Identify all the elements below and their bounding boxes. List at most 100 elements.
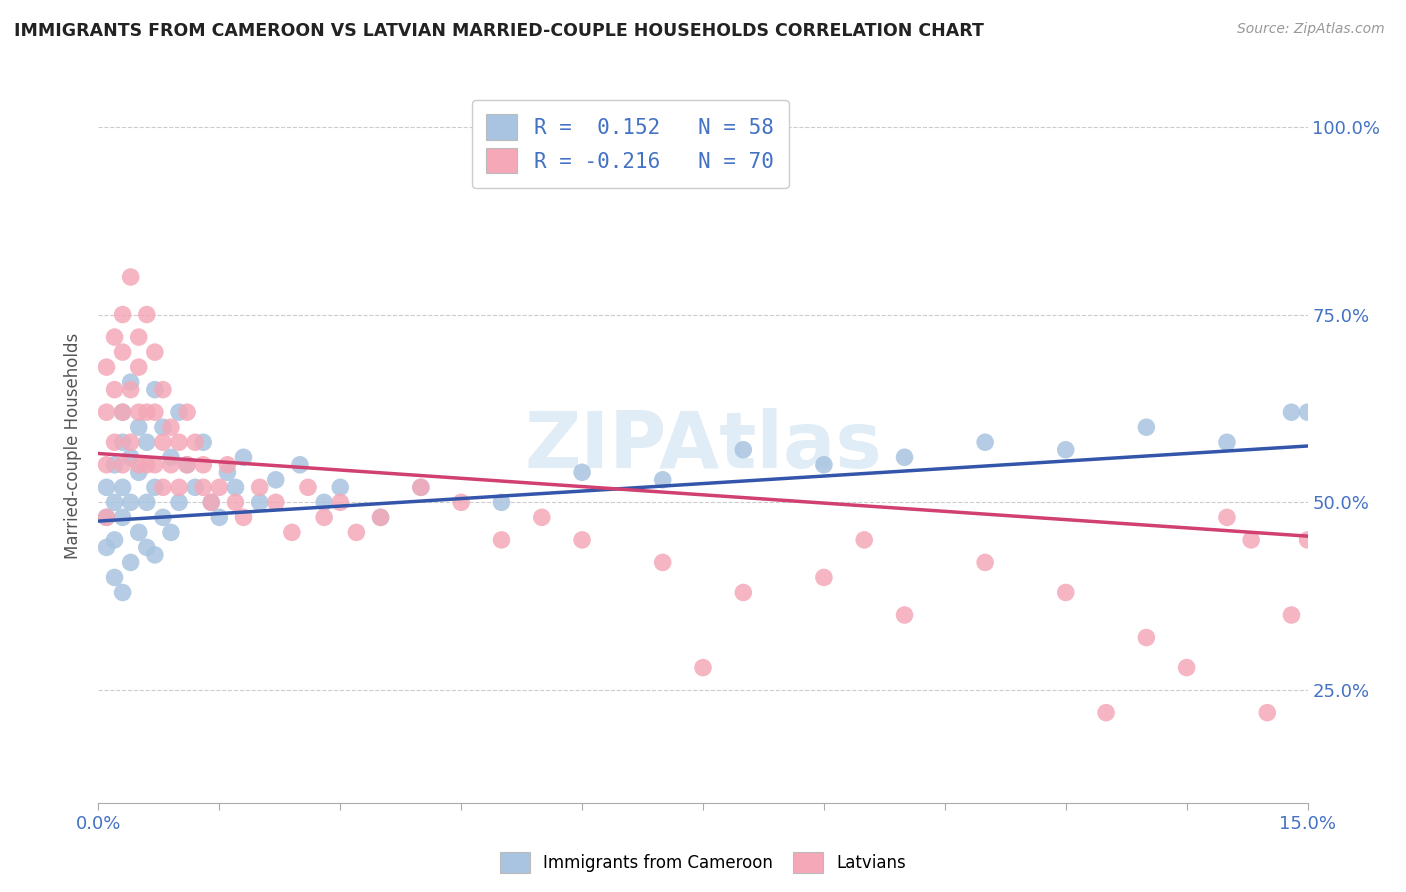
Point — [103, 458, 125, 472]
Point — [329, 480, 352, 494]
Point — [152, 480, 174, 494]
Point — [651, 556, 673, 570]
Point — [571, 465, 593, 479]
Point — [167, 495, 190, 509]
Point — [96, 541, 118, 555]
Point — [409, 480, 432, 494]
Point — [232, 450, 254, 465]
Point — [103, 435, 125, 450]
Point — [1256, 706, 1278, 720]
Point — [135, 541, 157, 555]
Point — [135, 405, 157, 419]
Point — [120, 435, 142, 450]
Point — [167, 480, 190, 494]
Point — [1240, 533, 1263, 547]
Point — [264, 495, 287, 509]
Legend: R =  0.152   N = 58, R = -0.216   N = 70: R = 0.152 N = 58, R = -0.216 N = 70 — [471, 100, 789, 188]
Point — [120, 495, 142, 509]
Point — [853, 533, 876, 547]
Point — [813, 458, 835, 472]
Point — [1281, 405, 1303, 419]
Point — [103, 495, 125, 509]
Point — [208, 480, 231, 494]
Point — [176, 405, 198, 419]
Point — [1281, 607, 1303, 622]
Point — [128, 465, 150, 479]
Point — [974, 556, 997, 570]
Point — [1054, 442, 1077, 457]
Point — [297, 480, 319, 494]
Point — [143, 458, 166, 472]
Legend: Immigrants from Cameroon, Latvians: Immigrants from Cameroon, Latvians — [494, 846, 912, 880]
Point — [1296, 533, 1319, 547]
Point — [111, 480, 134, 494]
Point — [692, 660, 714, 674]
Point — [450, 495, 472, 509]
Point — [160, 458, 183, 472]
Point — [208, 510, 231, 524]
Point — [217, 458, 239, 472]
Point — [176, 458, 198, 472]
Point — [96, 360, 118, 375]
Point — [288, 458, 311, 472]
Point — [184, 480, 207, 494]
Point — [160, 450, 183, 465]
Point — [224, 495, 246, 509]
Point — [217, 465, 239, 479]
Point — [111, 585, 134, 599]
Point — [128, 405, 150, 419]
Point — [193, 480, 215, 494]
Point — [224, 480, 246, 494]
Point — [314, 495, 336, 509]
Point — [370, 510, 392, 524]
Point — [530, 510, 553, 524]
Point — [160, 420, 183, 434]
Point — [96, 480, 118, 494]
Point — [152, 383, 174, 397]
Point — [1135, 420, 1157, 434]
Point — [167, 435, 190, 450]
Point — [103, 533, 125, 547]
Point — [1054, 585, 1077, 599]
Point — [128, 458, 150, 472]
Point — [893, 450, 915, 465]
Point — [1216, 510, 1239, 524]
Point — [193, 458, 215, 472]
Point — [111, 405, 134, 419]
Point — [111, 405, 134, 419]
Point — [1216, 435, 1239, 450]
Point — [135, 308, 157, 322]
Point — [120, 450, 142, 465]
Point — [111, 510, 134, 524]
Point — [103, 330, 125, 344]
Point — [135, 458, 157, 472]
Point — [491, 495, 513, 509]
Point — [143, 480, 166, 494]
Point — [120, 270, 142, 285]
Text: Source: ZipAtlas.com: Source: ZipAtlas.com — [1237, 22, 1385, 37]
Point — [1095, 706, 1118, 720]
Point — [143, 548, 166, 562]
Point — [128, 360, 150, 375]
Point — [120, 556, 142, 570]
Point — [370, 510, 392, 524]
Point — [167, 405, 190, 419]
Point — [96, 458, 118, 472]
Point — [651, 473, 673, 487]
Point — [974, 435, 997, 450]
Point — [893, 607, 915, 622]
Point — [96, 510, 118, 524]
Text: IMMIGRANTS FROM CAMEROON VS LATVIAN MARRIED-COUPLE HOUSEHOLDS CORRELATION CHART: IMMIGRANTS FROM CAMEROON VS LATVIAN MARR… — [14, 22, 984, 40]
Point — [200, 495, 222, 509]
Point — [96, 405, 118, 419]
Point — [120, 375, 142, 389]
Y-axis label: Married-couple Households: Married-couple Households — [65, 333, 83, 559]
Point — [143, 405, 166, 419]
Point — [176, 458, 198, 472]
Point — [160, 525, 183, 540]
Point — [249, 495, 271, 509]
Text: ZIPAtlas: ZIPAtlas — [524, 408, 882, 484]
Point — [281, 525, 304, 540]
Point — [314, 510, 336, 524]
Point — [491, 533, 513, 547]
